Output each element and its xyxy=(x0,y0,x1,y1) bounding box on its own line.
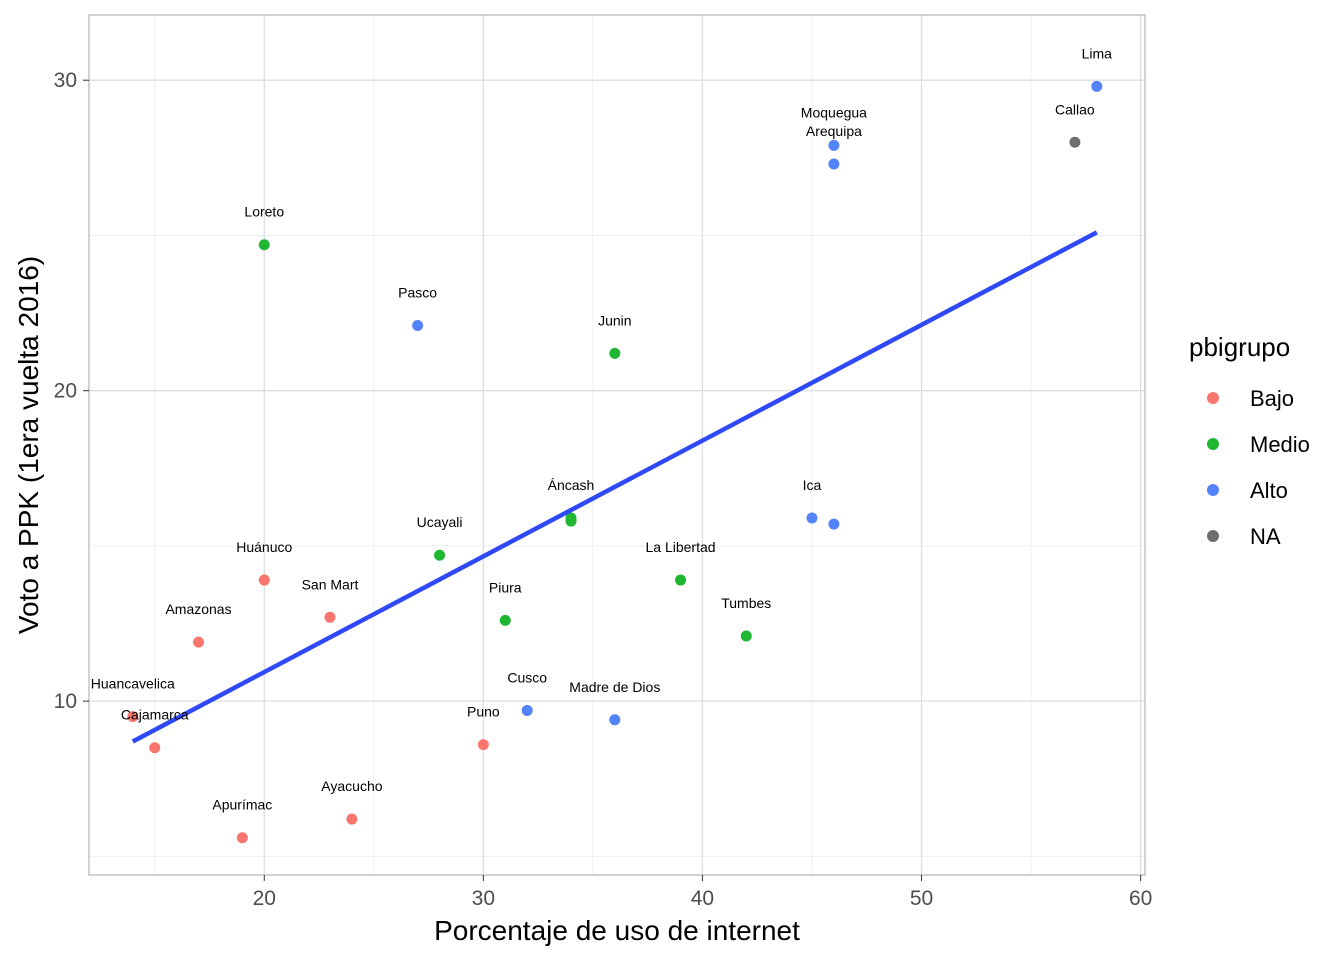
point-label: Moquegua xyxy=(801,104,867,120)
legend-title: pbigrupo xyxy=(1189,332,1290,362)
point-label: Amazonas xyxy=(165,601,231,617)
point-label: Tumbes xyxy=(721,595,771,611)
point-label: Callao xyxy=(1055,101,1095,117)
data-point xyxy=(149,742,161,754)
data-point xyxy=(806,512,818,524)
point-label: Cusco xyxy=(507,669,547,685)
x-tick-label: 40 xyxy=(691,887,714,910)
point-label: Cajamarca xyxy=(121,707,189,723)
data-point xyxy=(499,614,511,626)
legend: pbigrupo Bajo Medio Alto NA xyxy=(1189,332,1310,549)
data-point xyxy=(565,515,577,527)
y-tick-label: 30 xyxy=(54,69,77,92)
data-point xyxy=(236,832,248,844)
data-layer: Huancavelica Cajamarca Amazonas Apurímac Huá… xyxy=(91,45,1113,844)
data-point xyxy=(477,739,489,751)
axis-ticks: 20 30 40 50 60 10 20 30 xyxy=(54,69,1153,910)
point-label: Lima xyxy=(1082,45,1113,61)
point-label: Huánuco xyxy=(236,539,292,555)
data-point xyxy=(434,549,446,561)
data-point xyxy=(258,574,270,586)
point-label: La Libertad xyxy=(646,539,716,555)
point-label: Madre de Dios xyxy=(569,679,660,695)
point-label: Arequipa xyxy=(806,123,862,139)
data-point xyxy=(1091,80,1103,92)
point-label: Piura xyxy=(489,579,522,595)
point-label: Ica xyxy=(803,477,822,493)
gridlines xyxy=(89,15,1145,875)
legend-key xyxy=(1207,530,1219,542)
point-label: Huancavelica xyxy=(91,676,175,692)
y-tick-label: 20 xyxy=(54,380,77,403)
legend-label: Alto xyxy=(1250,478,1288,503)
legend-key xyxy=(1207,438,1219,450)
point-label: Pasco xyxy=(398,284,437,300)
data-point xyxy=(346,813,358,825)
data-point xyxy=(193,636,205,648)
data-point xyxy=(828,139,840,151)
data-point xyxy=(609,714,621,726)
data-point xyxy=(258,239,270,251)
point-label: Junin xyxy=(598,312,631,328)
legend-key xyxy=(1207,484,1219,496)
legend-key xyxy=(1207,392,1219,404)
point-label: Áncash xyxy=(548,477,595,493)
data-point xyxy=(521,704,533,716)
data-point xyxy=(609,347,621,359)
y-tick-label: 10 xyxy=(54,690,77,713)
trend-line xyxy=(131,230,1098,744)
point-label: Apurímac xyxy=(212,797,272,813)
x-axis-title: Porcentaje de uso de internet xyxy=(434,915,800,946)
legend-label: NA xyxy=(1250,524,1281,549)
point-label: Ucayali xyxy=(417,514,463,530)
x-tick-label: 50 xyxy=(910,887,933,910)
data-point xyxy=(127,711,139,723)
x-tick-label: 20 xyxy=(253,887,276,910)
point-label: Puno xyxy=(467,704,500,720)
plot-panel xyxy=(89,15,1145,875)
y-axis-title: Voto a PPK (1era vuelta 2016) xyxy=(13,256,44,634)
x-tick-label: 30 xyxy=(472,887,495,910)
data-point xyxy=(324,611,336,623)
plot-border xyxy=(88,14,1146,876)
point-label: Loreto xyxy=(244,204,284,220)
data-point xyxy=(828,518,840,530)
data-point xyxy=(675,574,687,586)
data-point xyxy=(740,630,752,642)
data-point xyxy=(1069,136,1081,148)
data-point xyxy=(412,319,424,331)
legend-label: Medio xyxy=(1250,432,1310,457)
x-tick-label: 60 xyxy=(1129,887,1152,910)
legend-label: Bajo xyxy=(1250,386,1294,411)
data-point xyxy=(828,158,840,170)
point-label: Ayacucho xyxy=(321,778,382,794)
point-label: San Mart xyxy=(302,576,359,592)
